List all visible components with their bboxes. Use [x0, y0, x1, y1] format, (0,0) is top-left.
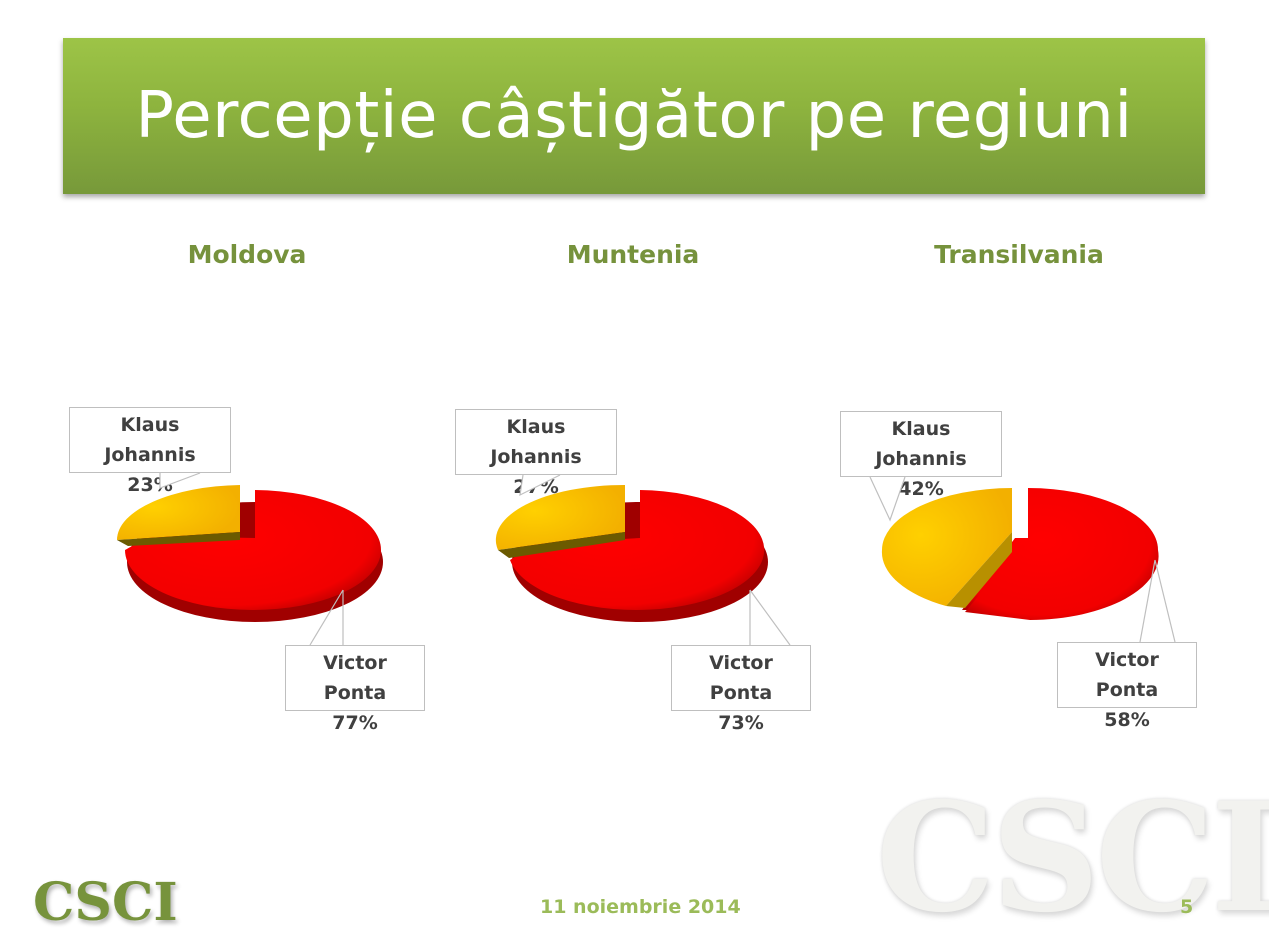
title-banner: Percepție câștigător pe regiuni: [63, 38, 1205, 194]
callout-label: Klaus Johannis: [875, 418, 967, 470]
pie-chart-transilvania: [881, 488, 1159, 620]
csci-logo: CSCI: [33, 872, 178, 933]
footer-date: 11 noiembrie 2014: [540, 896, 741, 918]
callout-moldova-johannis: Klaus Johannis 23%: [69, 407, 231, 496]
callout-value: 73%: [718, 712, 764, 734]
pie-chart-moldova: [116, 485, 383, 622]
callout-value: 77%: [332, 712, 378, 734]
callout-muntenia-ponta: Victor Ponta 73%: [671, 645, 811, 734]
csci-watermark: CSCI: [876, 770, 1269, 946]
callout-label: Klaus Johannis: [490, 416, 582, 468]
page-number: 5: [1180, 896, 1194, 918]
callout-label: Victor Ponta: [709, 652, 773, 704]
callout-value: 27%: [513, 476, 559, 498]
callout-transilvania-ponta: Victor Ponta 58%: [1057, 642, 1197, 731]
callout-moldova-ponta: Victor Ponta 77%: [285, 645, 425, 734]
callout-label: Klaus Johannis: [104, 414, 196, 466]
callout-muntenia-johannis: Klaus Johannis 27%: [455, 409, 617, 498]
callout-label: Victor Ponta: [1095, 649, 1159, 701]
callout-value: 42%: [898, 478, 944, 500]
pie-chart-muntenia: [495, 484, 768, 622]
region-title-transilvania: Transilvania: [934, 240, 1104, 269]
callout-transilvania-johannis: Klaus Johannis 42%: [840, 411, 1002, 500]
region-title-moldova: Moldova: [187, 240, 307, 269]
slide-title: Percepție câștigător pe regiuni: [135, 79, 1133, 153]
callout-value: 58%: [1104, 709, 1150, 731]
callout-value: 23%: [127, 474, 173, 496]
region-title-muntenia: Muntenia: [566, 240, 700, 269]
callout-label: Victor Ponta: [323, 652, 387, 704]
